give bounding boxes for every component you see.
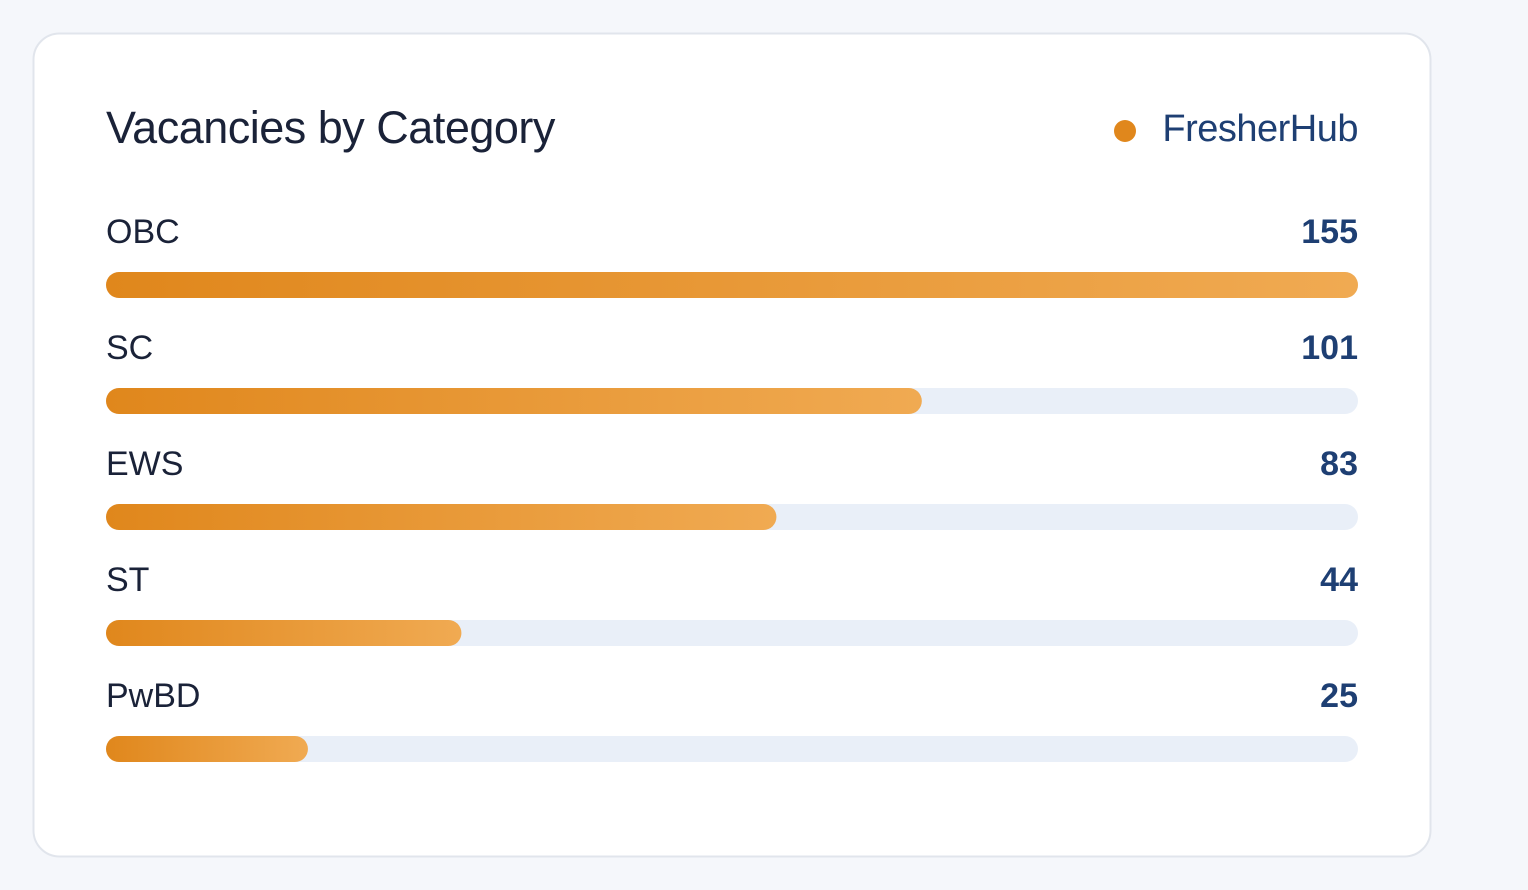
value-label: 83	[1320, 445, 1358, 483]
value-label: 44	[1320, 561, 1358, 599]
category-label: EWS	[106, 445, 183, 483]
bar	[106, 504, 777, 530]
bar	[106, 620, 462, 646]
bar	[106, 736, 308, 762]
card	[32, 32, 1432, 858]
bar	[106, 272, 1358, 298]
category-label: OBC	[106, 213, 180, 251]
legend-label: FresherHub	[1162, 108, 1358, 150]
value-label: 155	[1301, 213, 1358, 251]
bar-track	[106, 736, 1358, 762]
category-label: SC	[106, 329, 153, 367]
chart-title: Vacancies by Category	[106, 102, 556, 153]
legend-marker	[1114, 120, 1136, 142]
bar	[106, 388, 922, 414]
value-label: 101	[1301, 329, 1358, 367]
category-label: PwBD	[106, 677, 200, 715]
value-label: 25	[1320, 677, 1358, 715]
category-label: ST	[106, 561, 149, 599]
